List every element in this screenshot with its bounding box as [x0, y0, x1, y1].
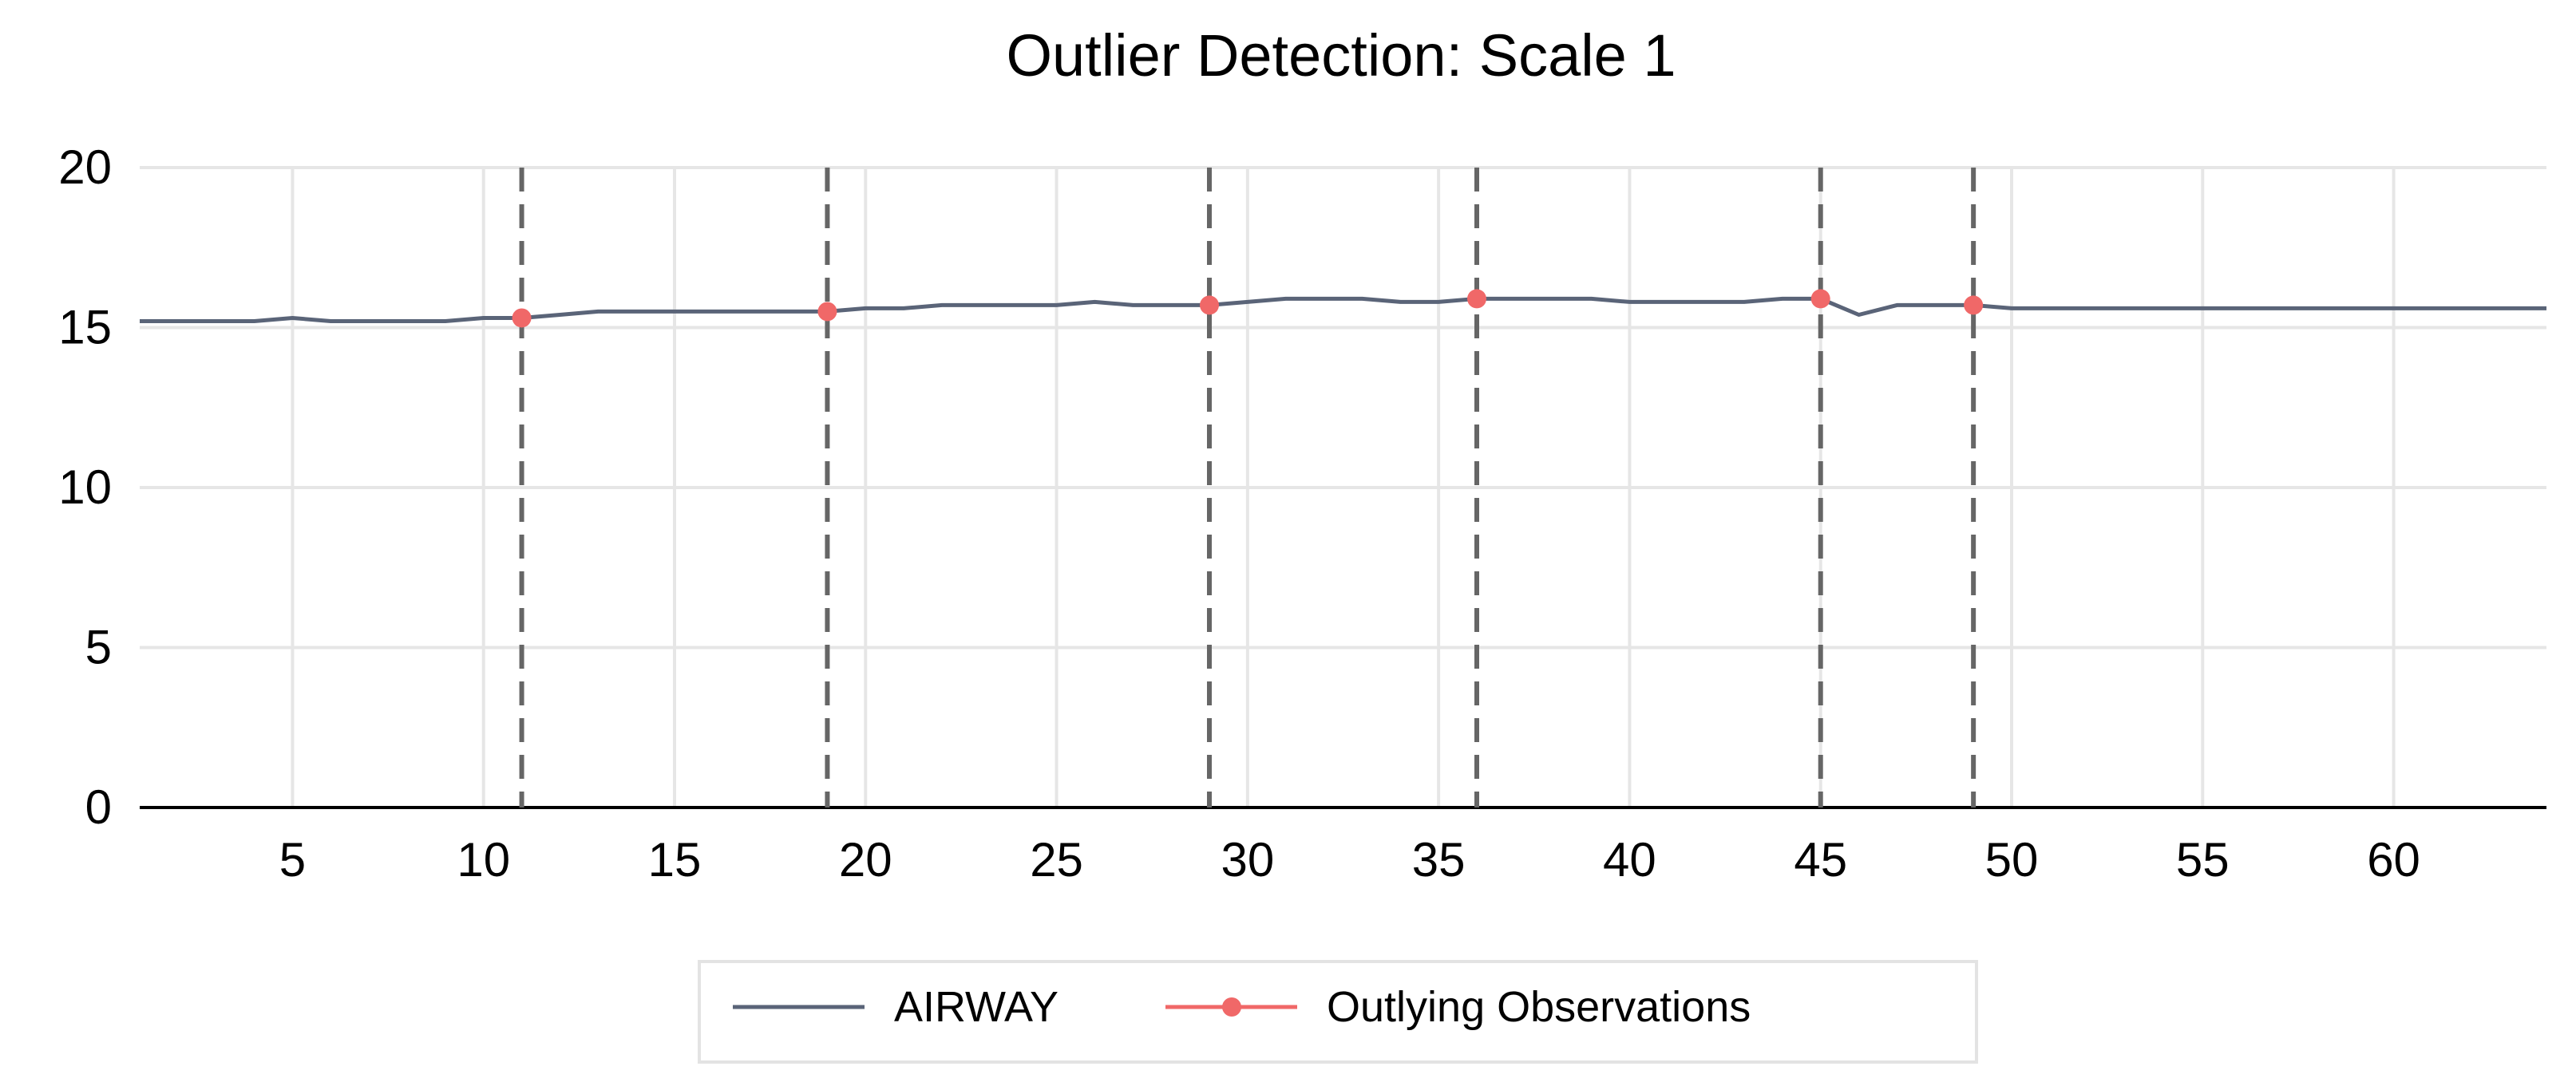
- outlier-point-49: [1964, 295, 1984, 315]
- x-tick-label-20: 20: [839, 833, 892, 887]
- x-tick-label-55: 55: [2176, 833, 2230, 887]
- x-tick-label-5: 5: [279, 833, 306, 887]
- grid: [140, 166, 2546, 808]
- x-tick-label-50: 50: [1985, 833, 2039, 887]
- x-tick-label-60: 60: [2367, 833, 2420, 887]
- outlier-point-19: [817, 302, 837, 322]
- legend-label-outliers: Outlying Observations: [1327, 983, 1751, 1031]
- legend-box: [698, 960, 1978, 1064]
- outlier-point-36: [1467, 289, 1486, 309]
- x-tick-label-40: 40: [1603, 833, 1656, 887]
- x-tick-label-30: 30: [1221, 833, 1274, 887]
- y-tick-label-5: 5: [85, 621, 112, 674]
- x-tick-label-10: 10: [457, 833, 510, 887]
- outlier-point-11: [512, 308, 532, 328]
- series-line-airway: [140, 296, 2546, 323]
- chart-title: Outlier Detection: Scale 1: [1006, 22, 1676, 89]
- x-tick-label-35: 35: [1412, 833, 1466, 887]
- outlier-markers: [519, 168, 1977, 808]
- y-tick-label-0: 0: [85, 780, 112, 834]
- outlier-point-45: [1810, 289, 1830, 309]
- x-tick-label-15: 15: [648, 833, 702, 887]
- axes: 0 5 10 15 20 5 10 15 20 25 30 35 40 45 50 55 60: [58, 140, 2546, 887]
- y-tick-label-20: 20: [58, 140, 112, 194]
- outlier-point-29: [1200, 295, 1219, 315]
- x-tick-label-25: 25: [1030, 833, 1083, 887]
- series-layer: [140, 289, 2546, 328]
- y-tick-label-15: 15: [58, 301, 112, 354]
- legend-label-airway: AIRWAY: [894, 983, 1058, 1031]
- legend: AIRWAY Outlying Observations: [698, 960, 1978, 1064]
- x-tick-label-45: 45: [1794, 833, 1847, 887]
- legend-marker-outliers: [1222, 997, 1241, 1017]
- y-tick-label-10: 10: [58, 460, 112, 514]
